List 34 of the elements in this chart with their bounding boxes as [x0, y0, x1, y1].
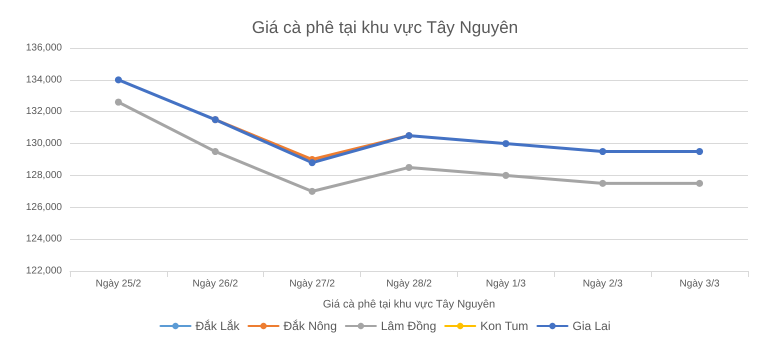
x-tick-label: Ngày 25/2	[96, 278, 142, 290]
y-tick-label: 136,000	[26, 42, 62, 54]
legend-label: Đắk Lắk	[195, 319, 241, 333]
point	[502, 140, 510, 148]
x-tick-label: Ngày 28/2	[386, 278, 432, 290]
point	[599, 180, 606, 187]
chart-title: Giá cà phê tại khu vực Tây Nguyên	[252, 18, 518, 37]
y-tick-label: 132,000	[26, 106, 62, 118]
legend-label: Kon Tum	[480, 319, 528, 333]
point	[502, 172, 510, 179]
x-tick-label: Ngày 3/3	[680, 278, 720, 290]
point	[308, 159, 316, 166]
x-tick-label: Ngày 26/2	[192, 278, 239, 290]
point	[308, 188, 316, 195]
legend-label: Gia Lai	[572, 319, 611, 333]
point	[599, 148, 606, 156]
x-tick-label: Ngày 2/3	[582, 278, 624, 290]
point	[114, 76, 122, 84]
legend-label: Đắk Nông	[284, 319, 337, 333]
point	[696, 148, 704, 156]
y-tick-label: 134,000	[26, 74, 62, 86]
x-axis-title: Giá cà phê tại khu vực Tây Nguyên	[322, 298, 496, 310]
point	[696, 180, 704, 187]
y-tick-label: 122,000	[26, 266, 62, 276]
point	[114, 98, 122, 106]
y-tick-label: 128,000	[26, 170, 62, 181]
x-tick-label: Ngày 27/2	[289, 278, 336, 290]
point	[212, 148, 219, 156]
x-tick-label: Ngày 1/3	[486, 278, 526, 290]
y-tick-label: 130,000	[26, 138, 62, 150]
y-tick-label: 124,000	[26, 234, 62, 245]
point	[406, 164, 412, 171]
legend-label: Lâm Đồng	[380, 319, 436, 333]
y-tick-label: 126,000	[26, 202, 62, 213]
